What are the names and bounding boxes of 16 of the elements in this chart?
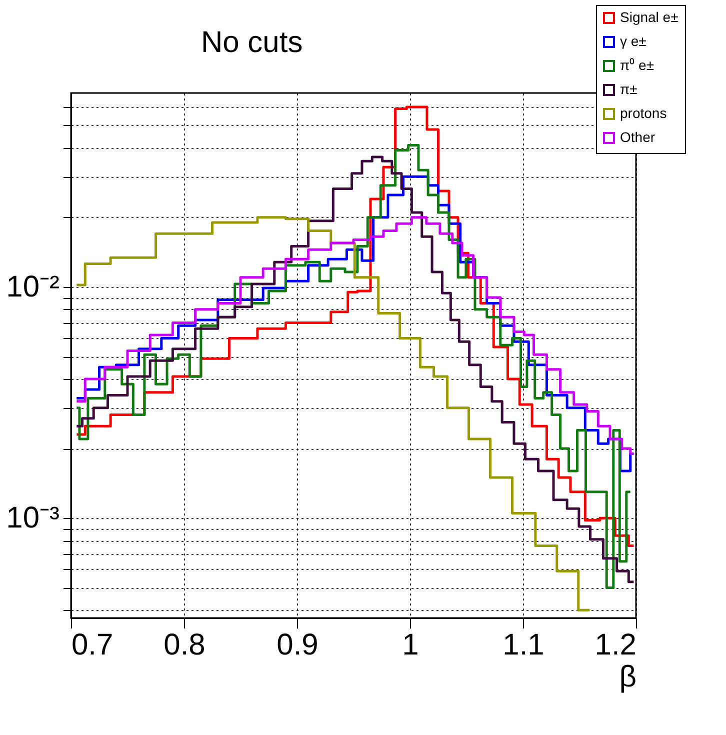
- chart-title: No cuts: [201, 26, 303, 59]
- x-axis-title: β: [619, 660, 636, 694]
- y-tick-label: 10⁻²: [6, 270, 60, 304]
- legend-label: protons: [620, 105, 667, 121]
- legend-label: π⁰ e±: [620, 57, 654, 73]
- x-tick-label: 1.1: [502, 628, 544, 662]
- legend-label: γ e±: [620, 33, 647, 49]
- x-tick-label: 0.8: [164, 628, 206, 662]
- x-tick-label: 0.7: [72, 628, 114, 662]
- y-tick-label: 10⁻³: [6, 502, 60, 535]
- x-tick-label: 1.2: [594, 628, 636, 662]
- legend-label: Signal e±: [620, 9, 679, 25]
- x-tick-label: 0.9: [276, 628, 318, 662]
- x-tick-label: 1: [402, 628, 419, 662]
- legend-label: π±: [620, 81, 638, 97]
- legend-label: Other: [620, 129, 656, 145]
